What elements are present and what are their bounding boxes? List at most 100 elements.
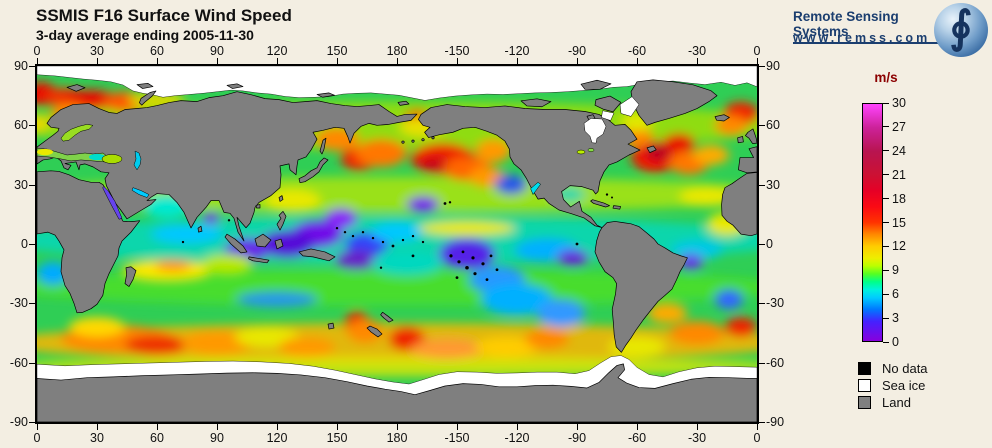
ice-bays: [583, 96, 640, 144]
land-cuba: [590, 199, 610, 208]
land-iberia-france: [738, 146, 757, 174]
colorbar-tick-label: 24: [892, 143, 906, 158]
land-banks-victoria: [520, 98, 552, 108]
lat-tick-label-left: 60: [14, 118, 28, 133]
great-lakes-west: [576, 149, 586, 155]
colorbar-tick-mark: [883, 174, 889, 176]
lon-tick-mark-top: [277, 58, 278, 64]
land-franz-josef: [136, 83, 154, 89]
colorbar-tick-mark: [883, 341, 889, 343]
lon-tick-mark-top: [577, 58, 578, 64]
lat-tick-label-left: -90: [9, 414, 28, 429]
land-wrangel: [397, 100, 410, 106]
lat-tick-label-right: 30: [766, 177, 780, 192]
lon-tick-mark-bottom: [637, 424, 638, 430]
caspian-sea: [133, 150, 142, 171]
land-newfoundland: [646, 145, 657, 153]
colorbar-tick-mark: [883, 126, 889, 128]
foxe-basin-ice: [601, 110, 615, 121]
lon-tick-label-top: 180: [386, 44, 408, 58]
colorbar-tick-label: 6: [892, 287, 899, 302]
lat-tick-label-right: -60: [766, 355, 785, 370]
land-iceland: [714, 114, 730, 122]
lon-tick-mark-bottom: [37, 424, 38, 430]
lat-tick-mark-right: [759, 66, 765, 67]
wind-field: [37, 81, 757, 377]
lon-tick-mark-top: [217, 58, 218, 64]
lon-tick-label-bottom: -60: [627, 431, 647, 445]
baffin-bay-ice: [619, 96, 640, 117]
no-data-speckles: [181, 193, 613, 281]
colorbar-tick-label: 0: [892, 335, 899, 349]
east-med-cyan: [89, 153, 105, 161]
lat-tick-label-left: 0: [21, 236, 28, 251]
lon-tick-label-bottom: 30: [90, 431, 104, 445]
lat-tick-mark-left: [29, 184, 35, 186]
land-britain: [745, 128, 757, 144]
lon-tick-label-bottom: -30: [687, 431, 707, 445]
land-sulawesi: [274, 238, 284, 250]
lon-tick-mark-bottom: [97, 424, 98, 430]
lon-tick-label-top: 60: [150, 44, 164, 58]
land-hainan: [255, 204, 261, 209]
colorbar-tick-label: 21: [892, 167, 906, 182]
lat-tick-label-left: -60: [9, 355, 28, 370]
land-layer: [37, 79, 757, 422]
lon-tick-mark-bottom: [277, 424, 278, 430]
persian-gulf: [131, 187, 150, 198]
lat-tick-label-right: 0: [766, 236, 773, 251]
lon-tick-label-bottom: 120: [266, 431, 288, 445]
land-ellesmere: [580, 79, 612, 90]
lon-tick-label-bottom: 0: [753, 431, 761, 445]
lat-tick-mark-right: [759, 421, 765, 423]
lat-tick-mark-right: [759, 303, 765, 305]
lon-tick-label-top: 150: [326, 44, 348, 58]
land-sri-lanka: [197, 225, 203, 233]
lon-tick-label-bottom: 0: [33, 431, 41, 445]
lat-tick-mark-right: [759, 362, 765, 364]
lon-tick-mark-top: [457, 58, 458, 64]
lon-tick-label-bottom: 60: [150, 431, 164, 445]
land-baffin-island: [594, 95, 622, 113]
lat-tick-mark-left: [29, 303, 35, 305]
inland-seas: [37, 124, 595, 220]
land-madagascar: [124, 266, 137, 287]
colorbar-tick-mark: [883, 102, 889, 104]
lat-tick-label-right: 90: [766, 59, 780, 73]
land-south-america: [594, 221, 688, 353]
lon-tick-mark-top: [697, 58, 698, 64]
legend-label: Land: [882, 395, 911, 410]
colorbar-unit-label: m/s: [874, 70, 898, 85]
colorbar: [862, 103, 883, 342]
world-map: [35, 64, 759, 424]
land-borneo: [254, 233, 272, 248]
colorbar-tick-mark: [883, 222, 889, 223]
land-west-africa: [721, 172, 757, 237]
colorbar-tick-label: 18: [892, 191, 906, 206]
lon-tick-mark-top: [97, 58, 98, 64]
lon-tick-mark-top: [637, 58, 638, 64]
lat-tick-mark-right: [759, 184, 765, 186]
land-new-guinea: [298, 248, 336, 262]
land-nz-south: [366, 325, 383, 338]
lon-tick-label-bottom: -90: [567, 431, 587, 445]
lon-tick-mark-bottom: [157, 424, 158, 430]
great-lakes-east: [587, 148, 595, 153]
lat-tick-mark-left: [29, 421, 35, 423]
lon-tick-label-bottom: 90: [210, 431, 224, 445]
land-aleutians: [401, 140, 405, 144]
lat-tick-mark-left: [29, 243, 35, 245]
legend-label: No data: [882, 361, 928, 376]
lon-tick-mark-bottom: [517, 424, 518, 430]
land-nz-north: [380, 311, 394, 323]
land-severnaya: [226, 83, 244, 89]
colorbar-tick-label: 27: [892, 119, 906, 134]
lon-tick-mark-bottom: [697, 424, 698, 430]
lat-tick-label-left: 30: [14, 177, 28, 192]
lon-tick-mark-bottom: [337, 424, 338, 430]
remss-logo-url: www.remss.com: [793, 31, 931, 45]
lat-tick-label-left: -30: [9, 296, 28, 311]
legend-label: Sea ice: [882, 378, 926, 393]
colorbar-tick-mark: [883, 317, 889, 319]
